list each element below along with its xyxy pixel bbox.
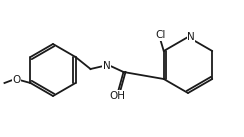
Text: Cl: Cl <box>156 30 166 40</box>
Text: OH: OH <box>110 91 125 101</box>
Text: N: N <box>103 61 110 71</box>
Text: O: O <box>12 75 20 85</box>
Text: N: N <box>187 32 195 42</box>
